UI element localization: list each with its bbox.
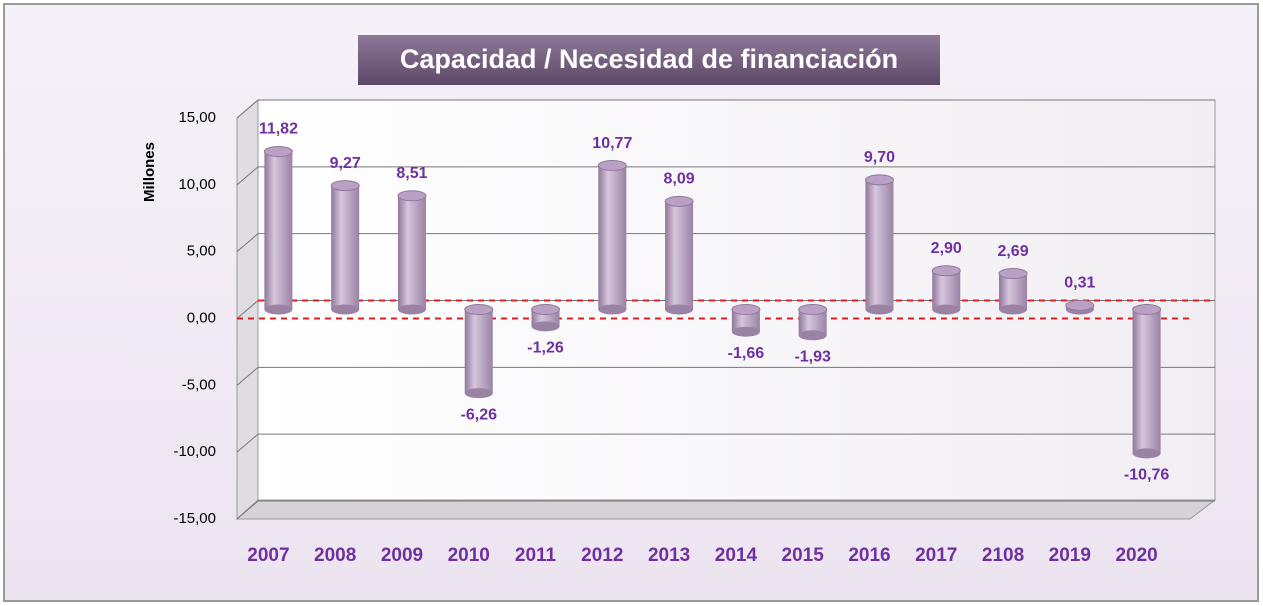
grid-line bbox=[236, 366, 259, 386]
y-tick-label: 0,00 bbox=[187, 309, 216, 326]
data-label: -1,26 bbox=[527, 340, 564, 357]
bar bbox=[1065, 299, 1095, 315]
floor bbox=[235, 499, 1217, 520]
x-tick-label: 2020 bbox=[1115, 545, 1157, 566]
grid-line bbox=[236, 99, 259, 119]
grid-line bbox=[236, 233, 259, 253]
y-tick-label: 15,00 bbox=[178, 109, 216, 126]
bar bbox=[1132, 304, 1162, 459]
data-label: -10,76 bbox=[1124, 467, 1169, 484]
y-axis-label: Millones bbox=[141, 142, 158, 202]
data-label: 2,90 bbox=[931, 240, 962, 257]
x-tick-label: 2015 bbox=[782, 545, 825, 566]
x-tick-label: 2108 bbox=[982, 545, 1024, 566]
bar bbox=[531, 304, 561, 332]
bar bbox=[931, 265, 961, 315]
grid-line bbox=[236, 300, 259, 319]
bar bbox=[597, 160, 627, 315]
x-tick-label: 2014 bbox=[715, 545, 758, 566]
x-tick-label: 2009 bbox=[381, 545, 423, 566]
grid-line bbox=[236, 500, 259, 520]
x-tick-label: 2012 bbox=[581, 545, 623, 566]
y-tick-label: -5,00 bbox=[182, 376, 216, 393]
grid-line bbox=[236, 166, 259, 186]
data-label: -6,26 bbox=[461, 406, 498, 423]
bar bbox=[731, 304, 761, 337]
x-tick-label: 2011 bbox=[515, 545, 557, 566]
y-tick-label: -15,00 bbox=[173, 510, 216, 527]
data-label: -1,93 bbox=[794, 349, 831, 366]
x-tick-label: 2013 bbox=[648, 545, 690, 566]
y-tick-label: 5,00 bbox=[187, 243, 216, 260]
data-label: 2,69 bbox=[997, 243, 1028, 260]
y-tick-label: -10,00 bbox=[173, 443, 216, 460]
data-label: 11,82 bbox=[259, 121, 298, 138]
bar bbox=[330, 180, 360, 315]
data-label: 8,51 bbox=[396, 165, 427, 182]
y-tick-label: 10,00 bbox=[178, 176, 216, 193]
x-tick-label: 2019 bbox=[1049, 545, 1091, 566]
bar bbox=[664, 195, 694, 315]
x-tick-label: 2017 bbox=[915, 545, 957, 566]
x-tick-label: 2016 bbox=[848, 545, 890, 566]
x-tick-label: 2010 bbox=[448, 545, 490, 566]
data-label: 8,09 bbox=[664, 171, 695, 188]
bar bbox=[798, 304, 828, 341]
bar bbox=[397, 190, 427, 315]
title-box bbox=[358, 35, 940, 85]
data-label: -1,66 bbox=[728, 345, 765, 362]
grid-line bbox=[236, 433, 259, 453]
bar bbox=[263, 146, 293, 315]
bar bbox=[464, 304, 494, 399]
x-tick-label: 2008 bbox=[314, 545, 356, 566]
data-label: 9,27 bbox=[330, 155, 361, 172]
data-label: 9,70 bbox=[864, 149, 895, 166]
x-tick-label: 2007 bbox=[247, 545, 289, 566]
chart-title: Capacidad / Necesidad de financiación bbox=[400, 44, 898, 74]
data-label: 0,31 bbox=[1064, 275, 1095, 292]
bar bbox=[864, 174, 894, 315]
data-label: 10,77 bbox=[592, 135, 632, 152]
bar bbox=[998, 268, 1028, 315]
